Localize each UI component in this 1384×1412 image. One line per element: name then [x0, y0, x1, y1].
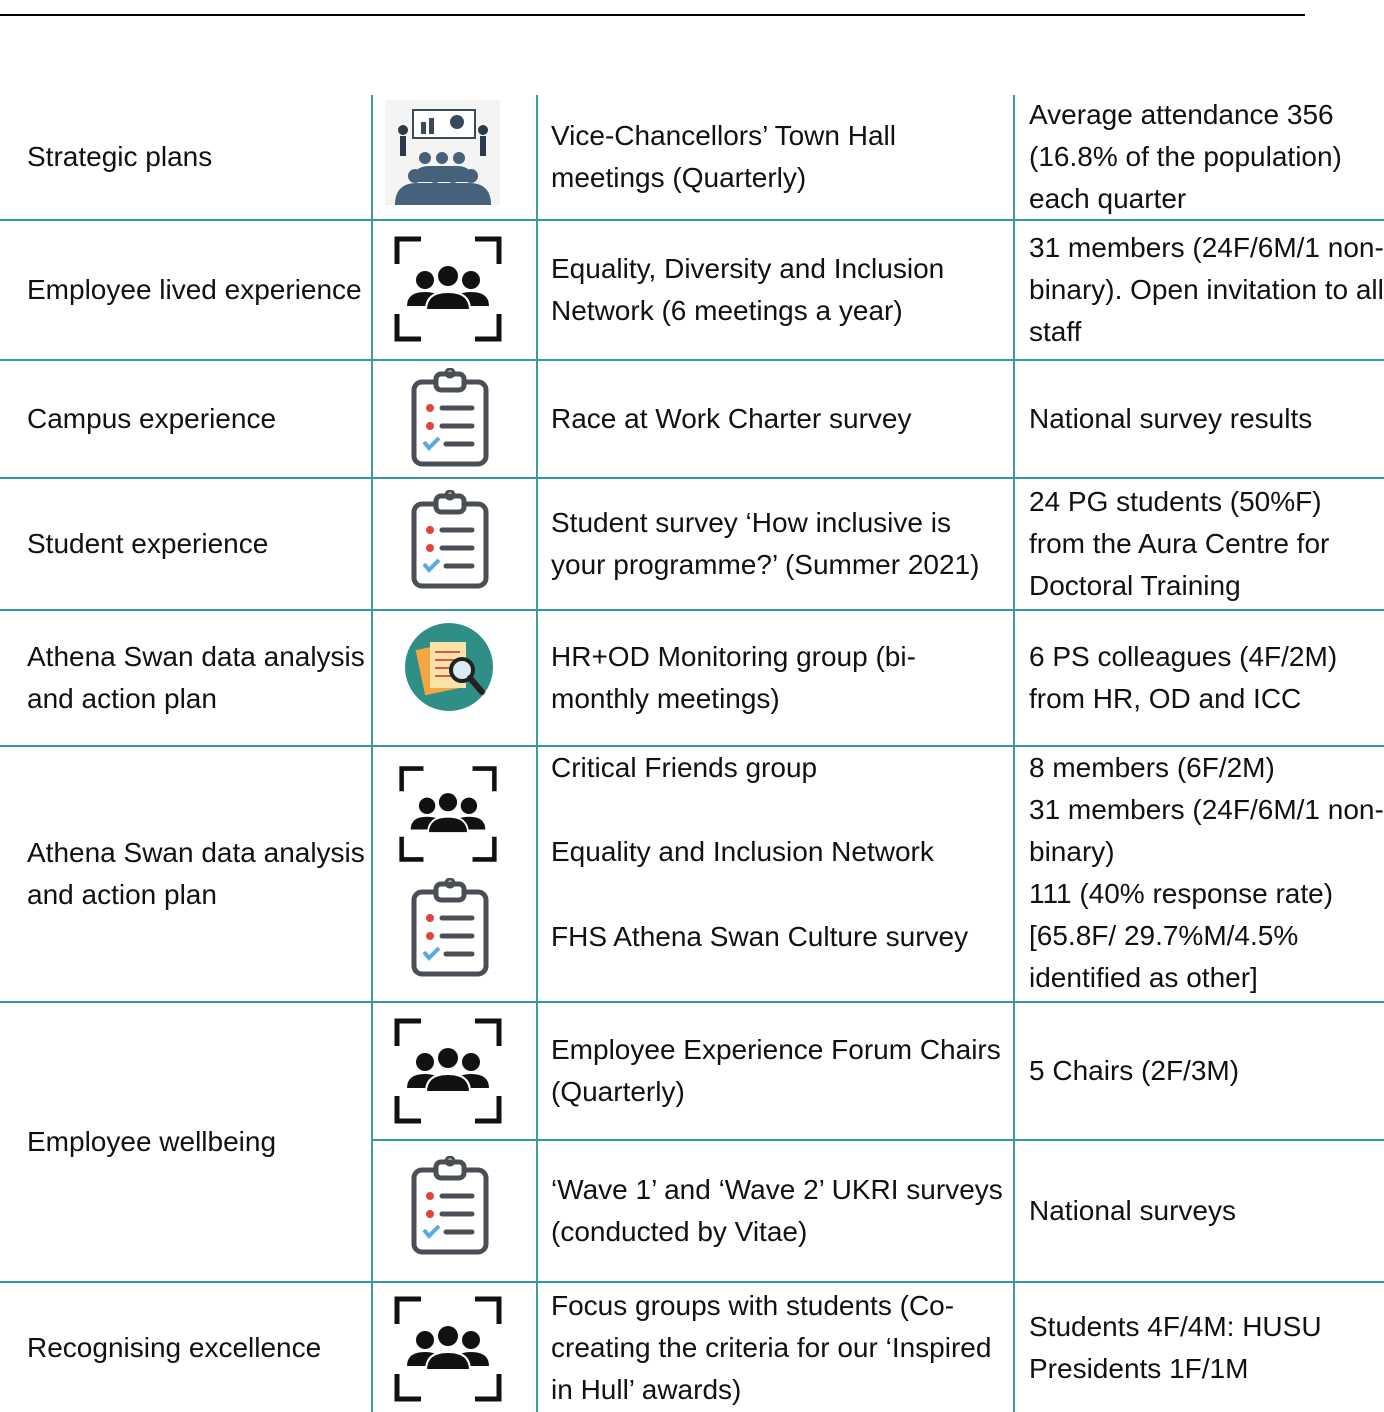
area: Athena Swan data analysis and action pla… — [27, 641, 365, 714]
participants: National surveys — [1029, 1195, 1236, 1226]
activity: HR+OD Monitoring group (bi-monthly meeti… — [551, 641, 916, 714]
row-line — [0, 745, 1384, 747]
activity: Race at Work Charter survey — [551, 403, 912, 434]
column-line — [536, 95, 538, 1412]
group-icon — [393, 1016, 503, 1126]
participants: 6 PS colleagues (4F/2M) from HR, OD and … — [1029, 641, 1338, 714]
row-line — [0, 1281, 1384, 1283]
area: Campus experience — [27, 403, 277, 434]
area: Employee lived experience — [27, 274, 362, 305]
town-hall-icon — [385, 100, 500, 205]
activity: ‘Wave 1’ and ‘Wave 2’ UKRI surveys (cond… — [551, 1174, 1003, 1247]
clipboard-icon — [410, 490, 490, 590]
area: Athena Swan data analysis and action pla… — [27, 837, 365, 910]
top-rule — [0, 14, 1305, 16]
participants: 31 members (24F/6M/1 non-binary) — [1029, 794, 1384, 867]
row-line — [0, 609, 1384, 611]
row-line — [0, 477, 1384, 479]
group-icon — [393, 1294, 503, 1404]
participants: 5 Chairs (2F/3M) — [1029, 1055, 1240, 1086]
activity: Equality, Diversity and Inclusion Networ… — [551, 253, 945, 326]
row-line — [372, 1139, 1384, 1141]
activity: Vice-Chancellors’ Town Hall meetings (Qu… — [551, 120, 896, 193]
group-icon — [393, 234, 503, 344]
area: Strategic plans — [27, 141, 213, 172]
clipboard-icon — [410, 1156, 490, 1256]
activity: FHS Athena Swan Culture survey — [551, 921, 969, 952]
area: Student experience — [27, 528, 269, 559]
row-line — [0, 1001, 1384, 1003]
column-line — [371, 95, 373, 1412]
participants: 111 (40% response rate) [65.8F/ 29.7%M/4… — [1029, 878, 1334, 993]
activity: Focus groups with students (Co-creating … — [551, 1289, 992, 1405]
group-icon — [393, 764, 503, 864]
activity: Employee Experience Forum Chairs (Quarte… — [551, 1034, 1001, 1107]
participants: 24 PG students (50%F) from the Aura Cent… — [1029, 486, 1330, 601]
clipboard-icon — [410, 878, 490, 978]
clipboard-icon — [410, 368, 490, 468]
participants: Students 4F/4M: HUSU Presidents 1F/1M — [1029, 1310, 1322, 1384]
participants: Average attendance 356 (16.8% of the pop… — [1029, 99, 1342, 214]
participants: 8 members (6F/2M) — [1029, 752, 1275, 783]
activity: Student survey ‘How inclusive is your pr… — [551, 507, 980, 580]
participants: National survey results — [1029, 403, 1313, 434]
column-line — [1013, 95, 1015, 1412]
participants: 31 members (24F/6M/1 non-binary). Open i… — [1029, 232, 1384, 347]
activity: Equality and Inclusion Network — [551, 836, 934, 867]
row-line — [0, 219, 1384, 221]
report-icon — [404, 622, 494, 712]
area: Recognising excellence — [27, 1331, 322, 1363]
area: Employee wellbeing — [27, 1126, 277, 1157]
row-line — [0, 359, 1384, 361]
activity: Critical Friends group — [551, 752, 818, 783]
